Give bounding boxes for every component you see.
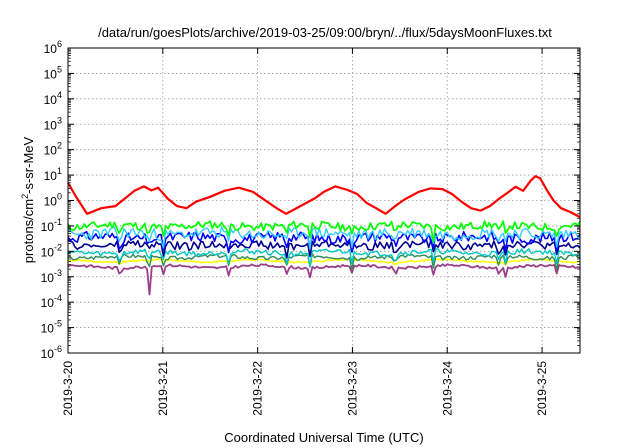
- y-tick-label: 103: [44, 115, 62, 132]
- series-line-lightblue: [67, 226, 581, 250]
- x-axis-ticks: 2019-3-20 2019-3-21 2019-3-22 2019-3-23 2019…: [61, 48, 549, 416]
- y-axis-label-suffix: -s-sr-MeV: [21, 136, 36, 193]
- x-tick-label: 2019-3-21: [156, 361, 170, 416]
- y-tick-label: 100: [44, 192, 62, 209]
- y-tick-label: 106: [44, 39, 62, 56]
- x-tick-label: 2019-3-24: [440, 361, 454, 416]
- y-tick-label: 104: [44, 90, 62, 107]
- y-tick-label: 10-1: [41, 217, 62, 234]
- chart-title: /data/run/goesPlots/archive/2019-03-25/0…: [98, 25, 552, 40]
- series-group: [67, 175, 581, 296]
- series-line-green: [67, 220, 581, 243]
- x-tick-label: 2019-3-22: [251, 361, 265, 416]
- series-line-purple: [67, 263, 581, 296]
- y-tick-label: 10-2: [41, 242, 62, 259]
- series-line-blue: [67, 230, 581, 254]
- x-tick-label: 2019-3-25: [535, 361, 549, 416]
- y-tick-label: 10-6: [41, 344, 62, 361]
- y-tick-label: 10-3: [41, 268, 62, 285]
- grid: [68, 48, 580, 353]
- y-axis-label: protons/cm2-s-sr-MeV: [20, 136, 36, 263]
- y-tick-label: 10-5: [41, 319, 62, 336]
- y-tick-label: 105: [44, 64, 62, 81]
- x-tick-label: 2019-3-20: [61, 361, 75, 416]
- y-tick-label: 102: [44, 141, 62, 158]
- series-line-teal: [67, 248, 581, 267]
- series-line-red: [67, 175, 581, 219]
- x-tick-label: 2019-3-23: [345, 361, 359, 416]
- x-axis-label: Coordinated Universal Time (UTC): [224, 430, 423, 445]
- y-axis-label-exponent: 2: [20, 194, 30, 199]
- y-tick-label: 101: [44, 166, 62, 183]
- y-axis-ticks: 10-6 10-5 10-4 10-3 10-2 10-1 100 101 102 103 104 1…: [41, 39, 580, 361]
- y-tick-label: 10-4: [41, 293, 62, 310]
- series-line-navy: [67, 238, 581, 259]
- y-axis-label-prefix: protons/cm: [21, 199, 36, 263]
- series-line-seagreen: [67, 253, 581, 271]
- series-line-yellow: [67, 258, 581, 266]
